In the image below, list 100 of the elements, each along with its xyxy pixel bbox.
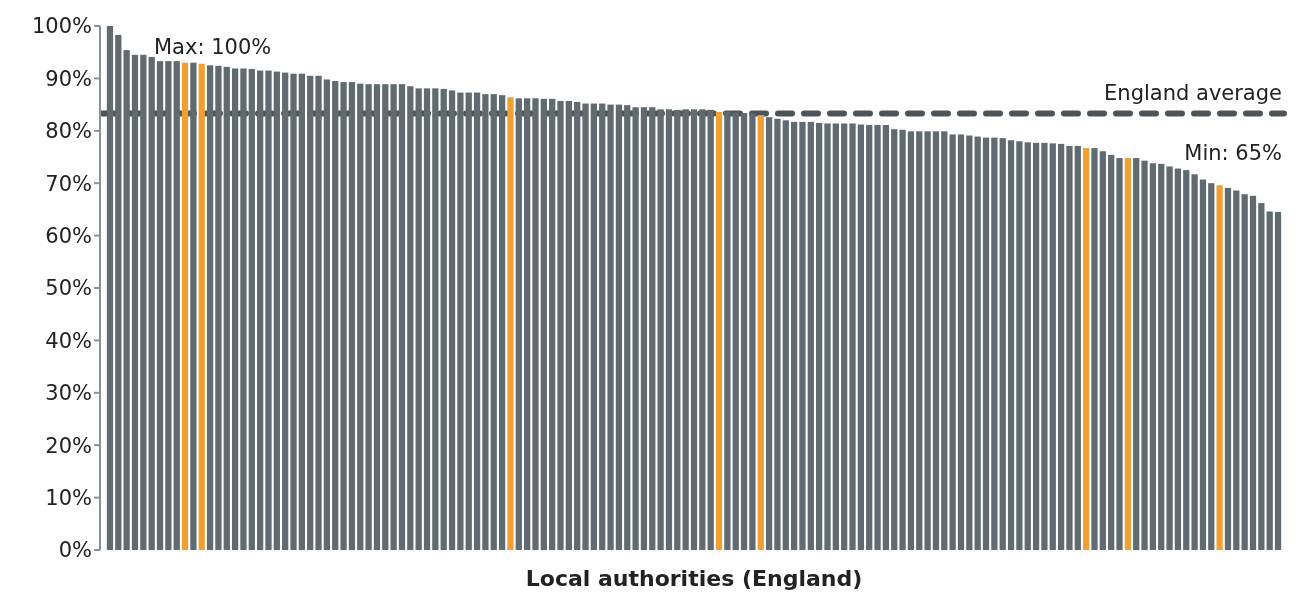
bar — [916, 131, 923, 550]
bar — [273, 71, 280, 550]
y-tick-label: 70% — [45, 171, 92, 196]
bar — [1258, 203, 1265, 550]
bar — [407, 86, 414, 550]
bar — [448, 90, 456, 550]
y-tick-label: 10% — [45, 485, 92, 510]
bar — [398, 84, 406, 550]
bar — [315, 75, 322, 550]
bar — [265, 70, 272, 550]
bar — [1241, 194, 1248, 550]
bar — [1049, 143, 1056, 550]
bar — [198, 63, 205, 550]
annotation: Min: 65% — [1184, 141, 1282, 165]
bar — [849, 123, 856, 550]
y-tick-label: 50% — [45, 276, 92, 301]
bar — [1007, 140, 1015, 550]
bar — [549, 98, 556, 550]
bar — [131, 54, 139, 550]
bar — [1216, 185, 1223, 550]
bar — [749, 113, 756, 550]
bar — [1057, 143, 1065, 550]
bar — [1041, 142, 1048, 550]
bar — [924, 131, 931, 550]
bar — [423, 88, 431, 550]
bar — [1083, 148, 1090, 550]
bar — [298, 73, 305, 550]
x-axis-title: Local authorities (England) — [525, 566, 863, 591]
bar — [824, 123, 831, 550]
bar — [732, 112, 739, 550]
bar — [1191, 174, 1198, 550]
bar — [882, 125, 890, 550]
bar — [490, 94, 497, 550]
bar — [1091, 148, 1098, 550]
bar — [982, 137, 990, 550]
bar — [1249, 195, 1257, 550]
bar — [348, 82, 356, 550]
bar — [307, 75, 314, 550]
bar — [524, 98, 531, 550]
bar — [323, 79, 331, 550]
bar — [140, 54, 147, 550]
bar — [607, 104, 614, 550]
bar — [282, 72, 289, 550]
y-tick-label: 40% — [45, 328, 92, 353]
bar — [457, 92, 464, 550]
y-tick-label: 80% — [45, 119, 92, 144]
bar — [707, 109, 714, 550]
bar — [557, 100, 564, 550]
bar — [974, 136, 981, 550]
bar — [390, 84, 397, 550]
bar — [690, 109, 698, 550]
bar — [1016, 141, 1023, 550]
bar — [1099, 151, 1106, 550]
bar — [899, 129, 906, 550]
bar — [123, 50, 130, 550]
bar — [1266, 211, 1273, 550]
y-tick-label: 30% — [45, 381, 92, 406]
bar — [765, 117, 773, 550]
bar — [1108, 154, 1115, 550]
bar — [740, 112, 748, 550]
bar — [432, 88, 439, 550]
bar — [181, 62, 189, 550]
bar — [532, 98, 539, 550]
y-tick-label: 100% — [31, 14, 92, 39]
bar — [624, 105, 631, 550]
bar — [248, 68, 255, 550]
bar — [465, 92, 472, 550]
bar — [148, 56, 155, 550]
bar — [590, 103, 598, 550]
bar — [1133, 158, 1140, 550]
bar — [991, 137, 998, 550]
bar — [657, 109, 664, 550]
bar — [257, 70, 264, 550]
bar — [540, 98, 547, 550]
bar — [1274, 212, 1282, 550]
bar — [599, 103, 606, 550]
bar — [816, 122, 823, 550]
bar — [332, 81, 339, 550]
bar — [832, 123, 839, 550]
bar — [1174, 168, 1182, 550]
bar — [699, 109, 706, 550]
bar — [857, 124, 864, 550]
bar — [231, 68, 239, 550]
bar — [1024, 142, 1031, 550]
bar — [1066, 146, 1073, 550]
bar — [874, 125, 881, 550]
bar — [941, 131, 948, 550]
y-tick-label: 0% — [58, 538, 92, 563]
bar — [382, 84, 389, 550]
bar — [1233, 190, 1240, 550]
y-tick-label: 90% — [45, 66, 92, 91]
bar — [715, 111, 723, 550]
bar — [290, 73, 297, 550]
bar — [632, 107, 639, 550]
bar — [724, 111, 731, 550]
bar — [440, 88, 447, 550]
bar — [1124, 158, 1131, 550]
bar — [507, 97, 514, 550]
bar — [206, 65, 214, 550]
bar — [807, 121, 814, 550]
